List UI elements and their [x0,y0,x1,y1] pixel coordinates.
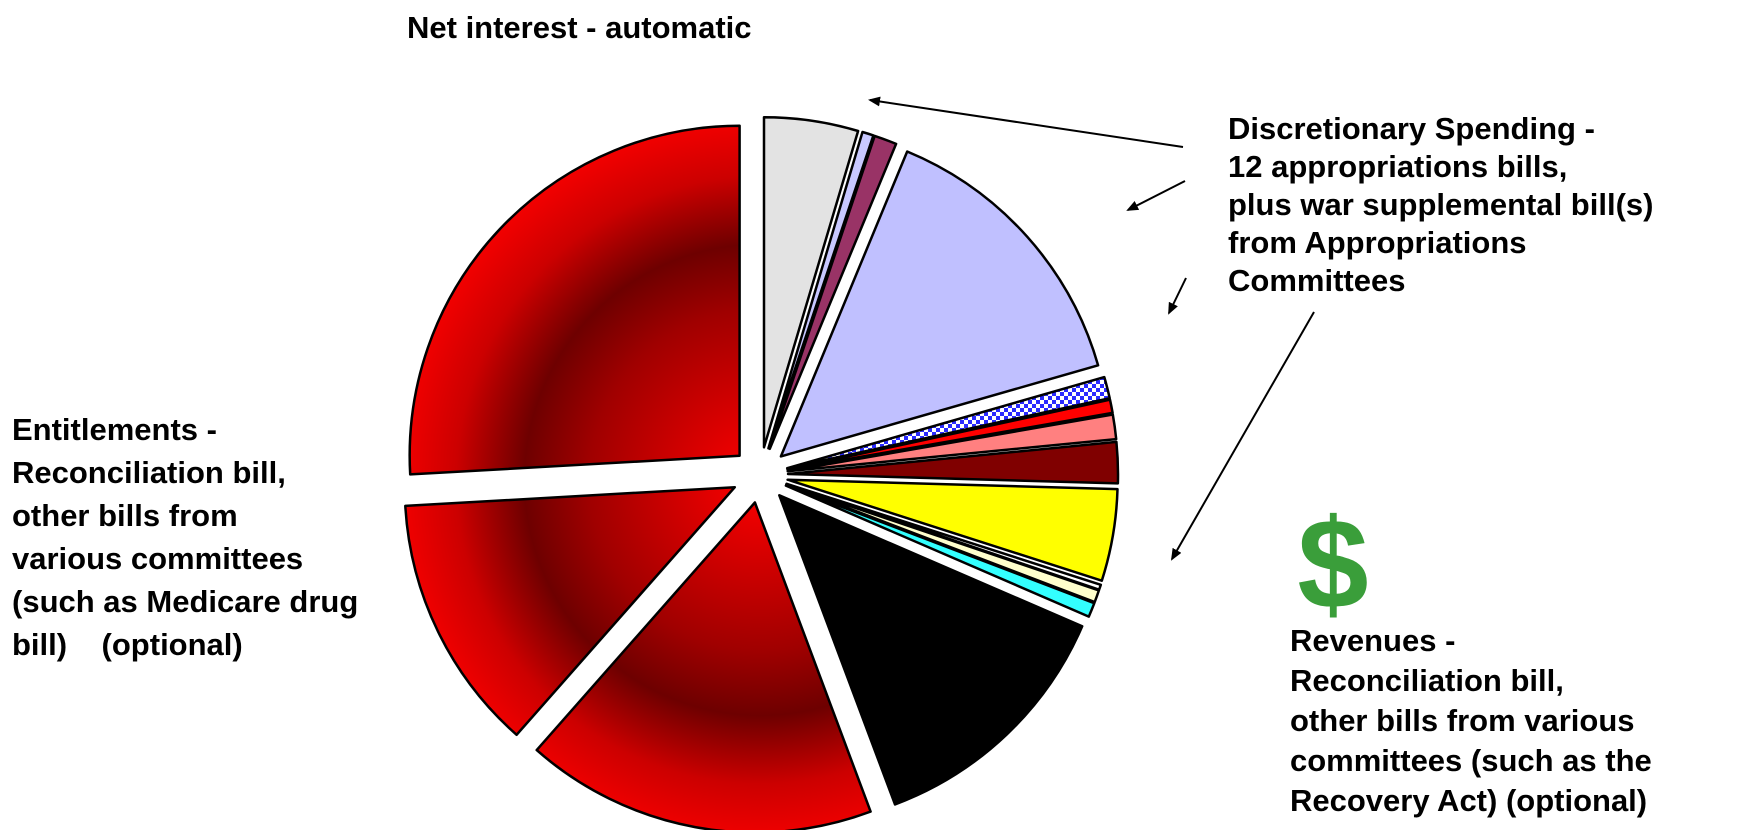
pie-slice-discretionary-7 [786,440,1120,485]
label-revenues-line-3: committees (such as the [1290,743,1652,778]
pie-slice-discretionary-2 [768,134,898,451]
label-discretionary-line-4: Committees [1228,263,1405,298]
label-entitlements-line-2: other bills from [12,498,238,533]
arrow-to-defense-slices [1168,277,1187,315]
label-net-interest-line-0: Net interest - automatic [407,10,752,45]
pie-slice-discretionary-3 [779,150,1100,458]
label-entitlements-line-4: (such as Medicare drug [12,584,358,619]
pie-slice-entitlements-15 [408,124,741,476]
label-revenues-line-2: other bills from various [1290,703,1635,738]
arrow-to-small-slices [868,96,1184,148]
label-entitlements-line-3: various committees [12,541,303,576]
label-revenues-line-4: Recovery Act) (optional) [1290,783,1647,818]
label-revenues-line-1: Reconciliation bill, [1290,663,1564,698]
label-entitlements-line-5: bill) (optional) [12,627,243,662]
chart-labels: Net interest - automatic Discretionary Sp… [12,10,1653,818]
label-discretionary-line-0: Discretionary Spending - [1228,111,1595,146]
label-entitlements-line-0: Entitlements - [12,412,217,447]
pie-slice-entitlements-14 [404,485,737,737]
pie-slice-discretionary-1 [767,130,875,450]
dollar-sign-icon: $ [1297,493,1368,636]
arrow-to-discretionary-slice [1126,180,1186,211]
pie-slice-discretionary-4 [785,375,1111,470]
label-discretionary-line-2: plus war supplemental bill(s) [1228,187,1653,222]
pie-slice-entitlements-13 [535,501,872,830]
pie-slices [404,116,1120,830]
arrow-to-small-lower-slices [1171,311,1315,561]
pointer-arrows [868,96,1315,561]
pie-slice-discretionary-6 [786,413,1118,473]
pie-slice-revenues-12 [778,494,1084,806]
label-revenues-line-0: Revenues - [1290,623,1455,658]
label-discretionary-line-1: 12 appropriations bills, [1228,149,1567,184]
pie-slice-discretionary-8 [786,478,1119,582]
pie-slice-discretionary-5 [786,398,1114,471]
pie-slice-net_interest-0 [762,116,860,449]
label-entitlements-line-1: Reconciliation bill, [12,455,286,490]
label-discretionary-line-3: from Appropriations [1228,225,1527,260]
pie-slice-discretionary-11 [784,484,1096,618]
